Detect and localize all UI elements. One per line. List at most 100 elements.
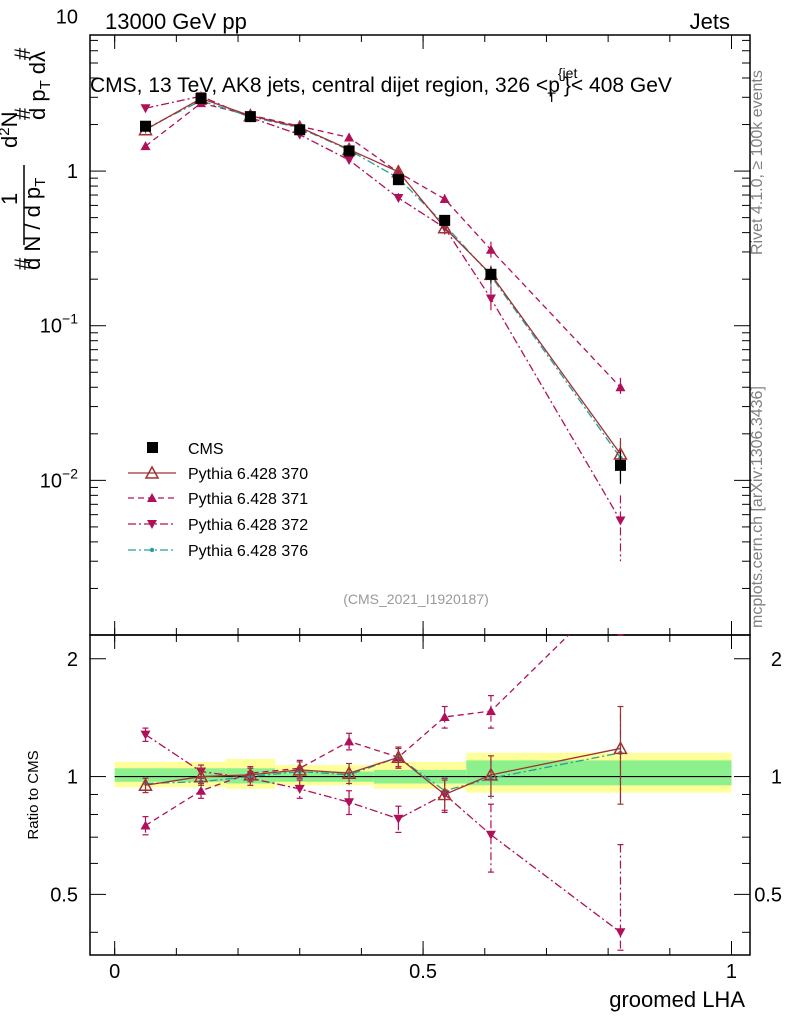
svg-text:#: # xyxy=(10,47,35,60)
legend-item: CMS xyxy=(147,441,224,458)
y-tick-label-main: 10−1 xyxy=(40,311,78,338)
y-tick-label-main: 10−2 xyxy=(40,465,78,492)
ratio-series xyxy=(138,634,628,951)
ratio-point xyxy=(138,777,153,792)
y-tick-label-main: 10 xyxy=(56,6,78,28)
legend-marker xyxy=(149,547,155,553)
series-pythia-6-428-371 xyxy=(140,98,626,399)
svg-text:d N / d pT: d N / d pT xyxy=(20,178,49,270)
ratio-point xyxy=(344,736,355,746)
y-title-hash3: # xyxy=(10,47,35,60)
y-title-dpt: d p xyxy=(25,89,50,120)
legend-marker xyxy=(147,520,157,529)
x-axis-title: groomed LHA xyxy=(609,987,745,1012)
data-point xyxy=(615,382,626,392)
data-point xyxy=(485,244,496,254)
y-tick-label-ratio: 2 xyxy=(67,649,78,671)
ratio-point xyxy=(439,711,450,721)
data-point xyxy=(437,220,452,234)
cms-point xyxy=(485,268,497,280)
ratio-point xyxy=(140,820,151,830)
y-title-n: N xyxy=(0,112,22,128)
y-tick-label-ratio: 0.5 xyxy=(50,884,78,906)
header-right: Jets xyxy=(690,9,730,34)
legend-label: Pythia 6.428 371 xyxy=(188,491,308,508)
y-axis-title-main: # 1 d N / d pT d2N # d pTdλ # xyxy=(0,47,54,270)
y-tick-label-ratio-right: 0.5 xyxy=(754,884,782,906)
ratio-point xyxy=(483,767,499,781)
legend-item: Pythia 6.428 376 xyxy=(128,543,308,560)
band-green xyxy=(114,768,226,782)
band-green xyxy=(466,760,732,786)
header-left: 13000 GeV pp xyxy=(105,9,247,34)
cms-uncertainty-bands xyxy=(114,752,732,793)
ratio-point xyxy=(613,740,628,755)
series-pythia-6-428-370 xyxy=(138,90,628,476)
legend-item: Pythia 6.428 371 xyxy=(128,491,308,508)
legend-label: Pythia 6.428 376 xyxy=(188,543,308,560)
data-series xyxy=(138,90,628,562)
data-point xyxy=(393,193,404,203)
ratio-point xyxy=(193,768,209,783)
ratio-point xyxy=(294,784,305,794)
svg-text:#: # xyxy=(10,107,35,120)
series-line xyxy=(145,95,622,521)
cms-point xyxy=(614,459,626,471)
x-tick-label: 0 xyxy=(109,961,120,983)
series-pythia-6-428-376 xyxy=(143,98,623,481)
cms-point xyxy=(140,120,152,132)
rivet-label: Rivet 4.1.0, ≥ 100k events xyxy=(749,70,766,255)
ratio-point xyxy=(393,814,404,824)
data-point xyxy=(439,193,450,203)
y-tick-label-ratio-right: 1 xyxy=(771,767,782,789)
y-tick-label-ratio-right: 2 xyxy=(771,649,782,671)
data-point xyxy=(615,516,626,526)
y-axis-title-ratio: Ratio to CMS xyxy=(25,750,42,839)
legend-item: Pythia 6.428 370 xyxy=(128,465,308,483)
legend: CMS Pythia 6.428 370 Pythia 6.428 371 Pythi… xyxy=(128,441,308,560)
y-title-one: 1 xyxy=(0,193,22,205)
legend-item: Pythia 6.428 372 xyxy=(128,517,308,534)
series-cms xyxy=(140,92,626,484)
y-title-hash2: # xyxy=(10,107,35,120)
y-tick-label-main: 1 xyxy=(67,161,78,183)
y-title-hash1: # xyxy=(10,257,35,270)
cms-point xyxy=(244,111,256,123)
ratio-point xyxy=(140,730,151,740)
ratio-point xyxy=(391,749,406,764)
mcplots-label: mcplots.cern.ch [arXiv:1306.3436] xyxy=(749,386,766,628)
chart-title: CMS, 13 TeV, AK8 jets, central dijet reg… xyxy=(90,65,672,105)
ratio-series-pythia-6-428-371 xyxy=(140,634,624,836)
data-point xyxy=(140,141,151,151)
data-point xyxy=(344,155,355,165)
cms-point xyxy=(343,145,355,157)
x-tick-label: 0.5 xyxy=(409,961,437,983)
y-title-dn-sub: T xyxy=(32,178,49,187)
y-title-d2n-sup: 2 xyxy=(0,127,13,135)
data-point xyxy=(344,132,355,142)
series-line xyxy=(145,97,621,455)
svg-text:1: 1 xyxy=(0,193,22,205)
legend-label: CMS xyxy=(188,441,224,458)
cms-point xyxy=(392,174,404,186)
series-line xyxy=(145,100,621,459)
legend-label: Pythia 6.428 370 xyxy=(188,466,308,483)
svg-text:d2N: d2N xyxy=(0,112,22,148)
ratio-point xyxy=(341,765,357,779)
ratio-panel-frame xyxy=(89,634,751,956)
cms-point xyxy=(439,214,451,226)
data-point xyxy=(140,104,151,114)
series-line xyxy=(145,102,621,388)
y-title-d2n: d xyxy=(0,136,22,148)
ratio-point xyxy=(196,785,207,795)
y-title-dpt-sub: T xyxy=(37,80,54,89)
ratio-point xyxy=(243,767,258,781)
ratio-line xyxy=(145,734,621,933)
ratio-point xyxy=(485,706,496,716)
svg-text:#: # xyxy=(10,257,35,270)
y-title-dlambda: dλ xyxy=(25,51,50,74)
x-tick-label: 1 xyxy=(726,961,737,983)
ratio-point xyxy=(292,762,307,776)
cms-point xyxy=(294,124,306,136)
